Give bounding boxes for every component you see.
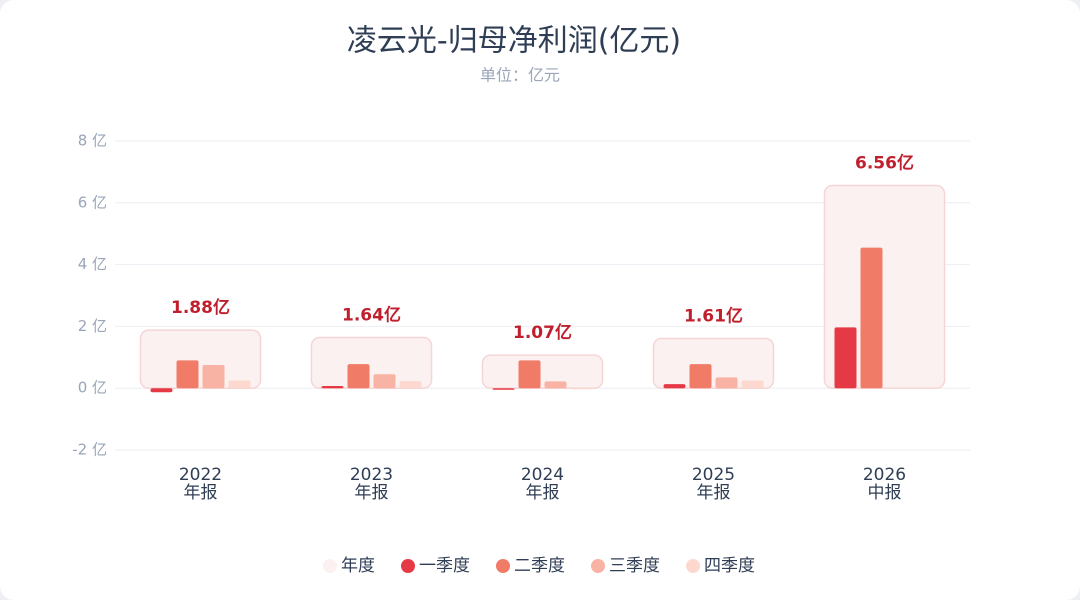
bar: [347, 364, 370, 389]
x-tick-label: 2026: [863, 465, 906, 485]
y-tick-label: 6 亿: [78, 193, 107, 211]
bar: [150, 388, 173, 393]
bar: [689, 364, 712, 389]
bar: [570, 388, 593, 390]
chart-subtitle: 单位：亿元: [480, 66, 560, 85]
y-tick-label: 0 亿: [78, 379, 107, 397]
bar: [741, 380, 764, 389]
bar: [518, 360, 541, 389]
bar: [399, 381, 422, 389]
y-tick-label: 8 亿: [78, 132, 107, 150]
bar: [228, 380, 251, 389]
x-tick-sublabel: 中报: [868, 483, 902, 503]
value-label: 1.61亿: [684, 305, 743, 326]
bar: [492, 388, 515, 390]
x-tick-sublabel: 年报: [355, 483, 389, 503]
bar: [544, 381, 567, 389]
value-label: 1.07亿: [513, 322, 572, 343]
annual-box: [481, 354, 604, 389]
y-tick-label: 2 亿: [78, 317, 107, 335]
legend-label: 三季度: [609, 556, 660, 576]
bar: [176, 360, 199, 389]
bar: [321, 386, 344, 389]
x-tick-sublabel: 年报: [526, 483, 560, 503]
annual-box: [310, 336, 433, 389]
chart-title: 凌云光-归母净利润(亿元): [347, 24, 681, 59]
bar: [834, 327, 857, 389]
legend-marker: [323, 559, 337, 573]
legend-marker: [591, 559, 605, 573]
bar: [202, 365, 225, 389]
legend-marker: [686, 559, 700, 573]
legend-marker: [496, 559, 510, 573]
value-label: 1.88亿: [171, 297, 230, 318]
legend-label: 一季度: [419, 556, 470, 576]
y-tick-label: 4 亿: [78, 255, 107, 273]
x-tick-label: 2023: [350, 465, 393, 485]
bar: [663, 384, 686, 389]
bar: [715, 377, 738, 389]
annual-box: [652, 337, 775, 389]
annual-box: [139, 329, 262, 389]
bar: [860, 247, 883, 389]
x-tick-sublabel: 年报: [184, 483, 218, 503]
x-tick-label: 2024: [521, 465, 564, 485]
legend-label: 四季度: [704, 556, 755, 576]
x-tick-sublabel: 年报: [697, 483, 731, 503]
legend-label: 二季度: [514, 556, 565, 576]
bar: [373, 374, 396, 389]
value-label: 6.56亿: [855, 152, 914, 173]
x-tick-label: 2025: [692, 465, 735, 485]
legend-marker: [401, 559, 415, 573]
value-label: 1.64亿: [342, 305, 401, 326]
x-tick-label: 2022: [179, 465, 222, 485]
legend-label: 年度: [341, 556, 375, 576]
y-tick-label: -2 亿: [72, 441, 107, 459]
